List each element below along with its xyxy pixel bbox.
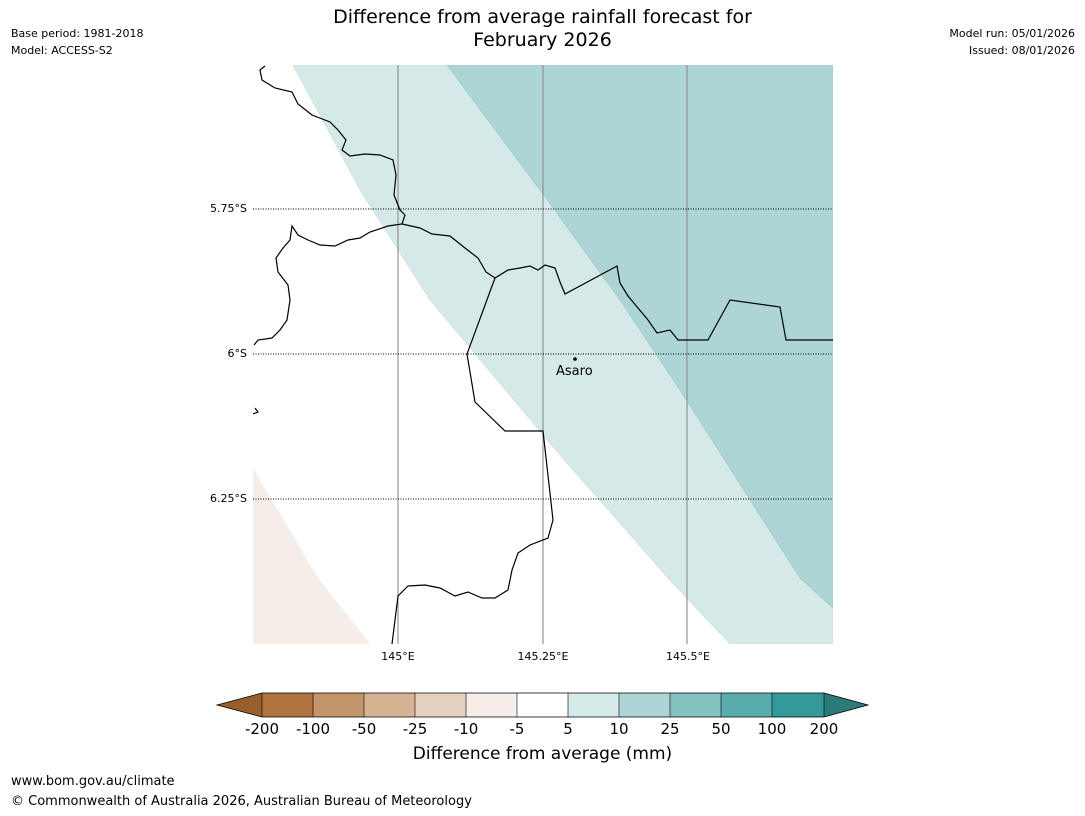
- colorbar-bin-11: [772, 693, 824, 717]
- title-line-2: February 2026: [473, 29, 612, 51]
- colorbar-tick: -10: [453, 720, 479, 738]
- title-line-1: Difference from average rainfall forecas…: [333, 6, 752, 28]
- model-name: Model: ACCESS-S2: [11, 44, 113, 57]
- region-mid-teal: [446, 65, 833, 609]
- lon-label-145-5: 145.5°E: [666, 650, 710, 663]
- colorbar-bin-8: [619, 693, 670, 717]
- boundary-south: [391, 277, 554, 644]
- place-label-asaro: Asaro: [556, 364, 593, 379]
- colorbar-tick: 50: [711, 720, 731, 738]
- colorbar-tick: -200: [244, 720, 280, 738]
- meta-right: Model run: 05/01/2026 Issued: 08/01/2026: [949, 25, 1075, 59]
- footer-url[interactable]: www.bom.gov.au/climate: [11, 774, 175, 789]
- colorbar-tick: -5: [509, 720, 525, 738]
- map-area: [253, 65, 833, 644]
- colorbar-tick: -25: [402, 720, 428, 738]
- colorbar-tick: 25: [660, 720, 680, 738]
- colorbar-bin-7: [568, 693, 619, 717]
- colorbar-tick: 5: [563, 720, 573, 738]
- colorbar-bin-5: [466, 693, 517, 717]
- lat-label-6-25: 6.25°S: [210, 492, 247, 505]
- boundary-central: [401, 223, 833, 341]
- colorbar-extend-high: [824, 693, 868, 717]
- page-title: Difference from average rainfall forecas…: [0, 6, 1085, 52]
- lon-label-145-25: 145.25°E: [517, 650, 569, 663]
- meta-left: Base period: 1981-2018 Model: ACCESS-S2: [11, 25, 143, 59]
- asaro-marker: [573, 357, 577, 361]
- colorbar-tick: -100: [295, 720, 331, 738]
- colorbar-tick: 100: [757, 720, 787, 738]
- colorbar-bin-6: [517, 693, 568, 717]
- colorbar-bin-4: [415, 693, 466, 717]
- lat-label-5-75: 5.75°S: [210, 202, 247, 215]
- colorbar-tick: -50: [351, 720, 377, 738]
- colorbar-bin-3: [364, 693, 415, 717]
- colorbar-bin-2: [313, 693, 364, 717]
- footer-copyright: © Commonwealth of Australia 2026, Austra…: [11, 794, 472, 809]
- model-run: Model run: 05/01/2026: [949, 27, 1075, 40]
- colorbar-title: Difference from average (mm): [412, 744, 673, 764]
- boundary-west-fragment: [253, 407, 259, 415]
- colorbar-tick: 200: [809, 720, 839, 738]
- colorbar-tick: 10: [609, 720, 629, 738]
- boundary-north: [253, 65, 406, 346]
- colorbar-extend-low: [217, 693, 262, 717]
- base-period: Base period: 1981-2018: [11, 27, 144, 40]
- issued-date: Issued: 08/01/2026: [968, 44, 1075, 57]
- region-light-brown: [253, 468, 370, 644]
- lon-label-145: 145°E: [381, 650, 415, 663]
- colorbar-bin-10: [721, 693, 772, 717]
- colorbar-bin-9: [670, 693, 721, 717]
- lat-label-6: 6°S: [227, 347, 247, 360]
- colorbar-bin-1: [262, 693, 313, 717]
- colorbar: [215, 692, 870, 718]
